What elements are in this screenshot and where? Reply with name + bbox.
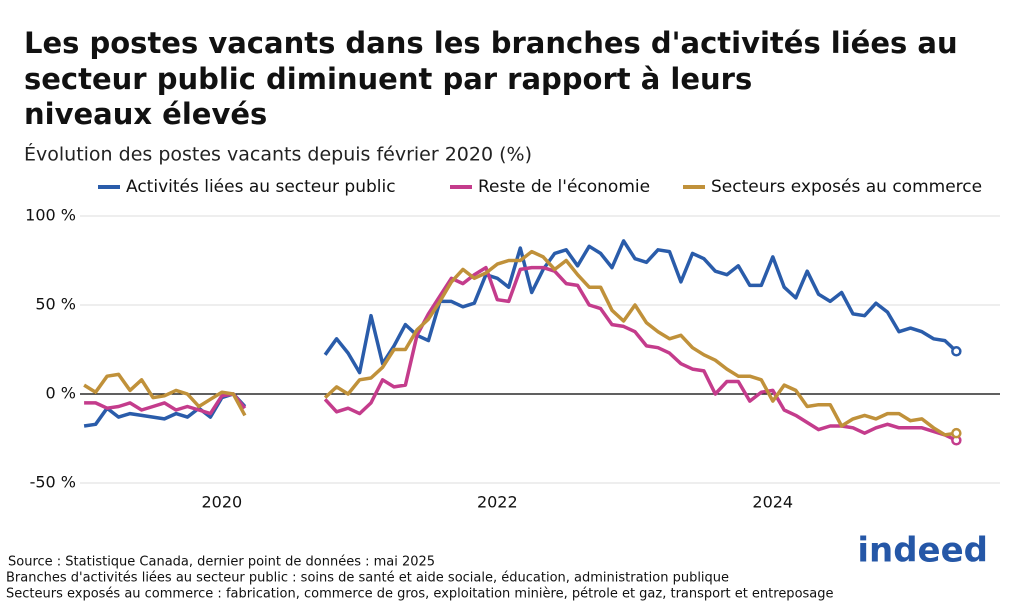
chart-title: secteur public diminuent par rapport à l… — [24, 62, 752, 96]
source-note: Source : Statistique Canada, dernier poi… — [8, 555, 435, 570]
chart-subtitle: Évolution des postes vacants depuis févr… — [24, 143, 532, 166]
x-tick-label: 2024 — [752, 493, 793, 512]
chart-title: niveaux élevés — [24, 97, 267, 131]
legend-label: Secteurs exposés au commerce — [711, 177, 982, 197]
logo: indeed — [857, 531, 988, 571]
x-tick-label: 2020 — [201, 493, 242, 512]
end-marker — [951, 427, 962, 439]
legend-label: Reste de l'économie — [478, 177, 650, 197]
y-tick-label: -50 % — [30, 473, 76, 492]
end-marker — [951, 346, 962, 357]
y-tick-label: 50 % — [35, 295, 76, 314]
chart-title: Les postes vacants dans les branches d'a… — [24, 26, 958, 60]
y-tick-label: 100 % — [25, 206, 76, 225]
legend-label: Activités liées au secteur public — [126, 177, 396, 197]
x-tick-label: 2022 — [477, 493, 518, 512]
series-line — [83, 249, 957, 437]
footnote: Secteurs exposés au commerce : fabricati… — [6, 587, 834, 602]
series-line — [84, 265, 958, 442]
footnote: Branches d'activités liées au secteur pu… — [6, 571, 729, 586]
y-tick-label: 0 % — [46, 384, 76, 403]
